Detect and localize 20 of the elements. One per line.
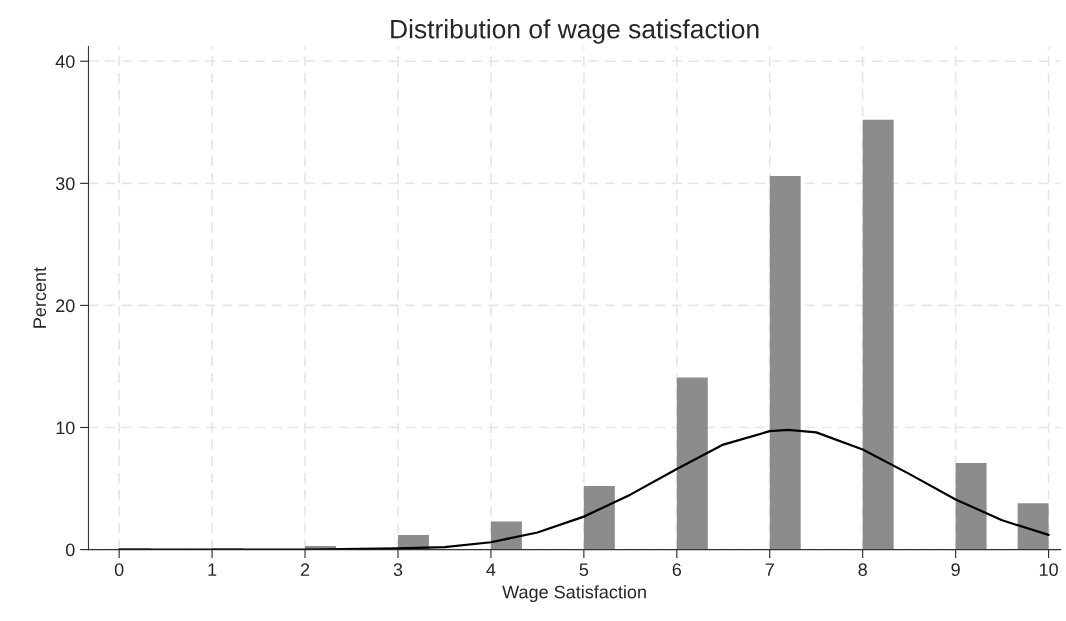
x-tick-label: 3 (393, 563, 403, 577)
x-tick-label: 6 (672, 563, 682, 577)
y-tick-label: 30 (55, 177, 75, 191)
x-tick-label: 2 (300, 563, 310, 576)
y-tick-label: 20 (56, 299, 75, 313)
line-series (118, 428, 1050, 550)
x-tick-label: 7 (765, 563, 774, 576)
x-tick-label: 10 (1039, 563, 1058, 577)
y-tick-label: 40 (55, 55, 75, 68)
x-tick-label: 9 (951, 563, 960, 577)
x-tick-label: 5 (579, 563, 589, 577)
x-tick-label: 4 (486, 563, 496, 576)
x-tick-label: 8 (858, 563, 867, 577)
x-tick-label: 1 (208, 563, 217, 576)
y-axis-title: Percent (33, 267, 47, 328)
x-axis-title: Wage Satisfaction (502, 585, 646, 602)
chart-title: Distribution of wage satisfaction (391, 19, 759, 44)
y-tick-label: 0 (65, 543, 75, 557)
y-tick-label: 10 (56, 421, 75, 435)
x-tick-label: 0 (114, 563, 124, 577)
